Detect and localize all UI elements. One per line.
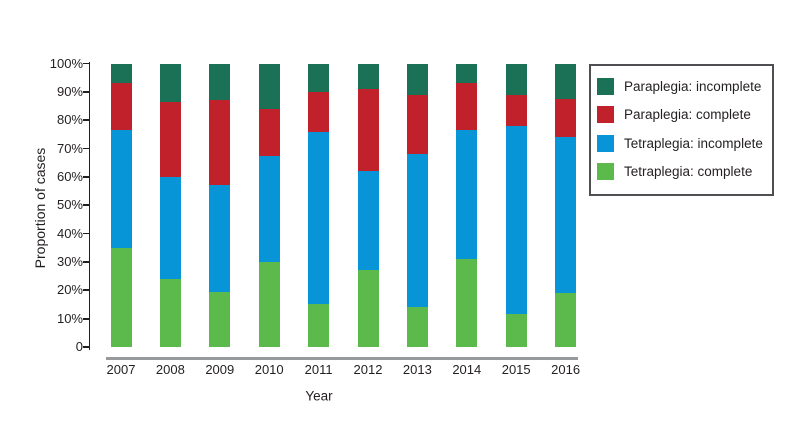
bar-segment-tetraplegia-incomplete — [258, 155, 280, 262]
bar-segment-tetraplegia-complete — [308, 304, 330, 347]
y-axis-tick-label: 80% — [56, 112, 83, 128]
bar-segment-paraplegia-incomplete — [110, 63, 132, 84]
x-axis-tick-label: 2015 — [501, 362, 531, 377]
y-axis-tick — [82, 261, 89, 263]
legend-swatch — [597, 77, 614, 95]
bar-2014 — [456, 63, 478, 347]
bar-segment-paraplegia-complete — [110, 83, 132, 131]
bar-segment-tetraplegia-complete — [505, 314, 527, 347]
bar-2011 — [308, 63, 330, 347]
y-axis-tick-label: 40% — [56, 225, 83, 241]
legend-item-label: Tetraplegia: complete — [624, 164, 753, 180]
bar-segment-paraplegia-complete — [209, 100, 231, 186]
y-axis-tick — [82, 204, 89, 207]
bar-segment-paraplegia-incomplete — [505, 63, 527, 95]
bar-segment-tetraplegia-complete — [555, 293, 577, 347]
bar-segment-tetraplegia-complete — [209, 291, 231, 347]
x-axis-tick-label: 2016 — [551, 362, 581, 377]
bar-2008 — [159, 63, 181, 347]
y-axis-tick-label: 70% — [56, 140, 83, 156]
bar-segment-tetraplegia-incomplete — [456, 130, 478, 260]
x-axis-tick-label: 2013 — [402, 362, 432, 377]
legend-item: Tetraplegia: incomplete — [591, 129, 772, 158]
legend-swatch — [597, 106, 614, 124]
y-axis-tick-label: 0 — [75, 339, 83, 354]
bar-2015 — [505, 63, 527, 347]
y-axis-tick — [82, 90, 89, 93]
bar-2012 — [357, 63, 379, 347]
legend: Paraplegia: incomplete Paraplegia: comple… — [589, 64, 774, 196]
bar-segment-tetraplegia-incomplete — [159, 176, 181, 279]
bar-segment-tetraplegia-incomplete — [555, 137, 577, 294]
legend-item: Paraplegia: incomplete — [591, 72, 772, 101]
bar-segment-tetraplegia-complete — [357, 270, 379, 347]
bar-2013 — [406, 63, 428, 347]
bar-segment-paraplegia-complete — [505, 94, 527, 126]
y-axis-tick-label: 60% — [56, 168, 83, 184]
bar-segment-paraplegia-incomplete — [456, 63, 478, 84]
bar-segment-paraplegia-incomplete — [258, 63, 280, 109]
x-axis-tick-label: 2014 — [452, 362, 482, 377]
bar-segment-paraplegia-complete — [258, 108, 280, 156]
bar-segment-paraplegia-incomplete — [406, 63, 428, 95]
bar-segment-paraplegia-complete — [555, 98, 577, 138]
bar-segment-tetraplegia-incomplete — [209, 185, 231, 292]
bar-2016 — [555, 63, 577, 347]
x-axis-tick-label: 2010 — [254, 362, 284, 377]
bar-segment-paraplegia-complete — [456, 83, 478, 131]
y-axis-tick — [82, 232, 89, 235]
legend-item: Paraplegia: complete — [591, 101, 772, 130]
y-axis-tick-label: 50% — [56, 197, 83, 213]
y-axis-tick — [82, 346, 89, 348]
bar-segment-paraplegia-complete — [159, 101, 181, 177]
bar-segment-tetraplegia-incomplete — [505, 125, 527, 315]
x-baseline — [106, 357, 578, 360]
bar-segment-tetraplegia-incomplete — [110, 130, 132, 248]
bar-2010 — [258, 63, 280, 347]
bar-segment-paraplegia-complete — [406, 94, 428, 155]
legend-swatch — [597, 134, 614, 152]
y-axis-tick-label: 10% — [56, 310, 83, 326]
y-axis-tick — [82, 119, 89, 122]
bar-segment-paraplegia-complete — [357, 89, 379, 172]
bar-segment-tetraplegia-complete — [456, 259, 478, 347]
y-axis-tick-label: 100% — [49, 55, 83, 71]
y-axis-tick-label: 30% — [56, 253, 83, 269]
legend-item-label: Tetraplegia: incomplete — [624, 135, 763, 151]
x-axis-tick-label: 2008 — [155, 362, 185, 377]
bar-segment-paraplegia-incomplete — [159, 63, 181, 102]
y-axis-tick-label: 20% — [56, 282, 83, 298]
bar-segment-tetraplegia-complete — [258, 261, 280, 347]
bar-segment-tetraplegia-complete — [110, 247, 132, 347]
legend-item-label: Paraplegia: complete — [624, 107, 751, 123]
bar-2009 — [209, 63, 231, 347]
bar-segment-paraplegia-incomplete — [308, 63, 330, 92]
bar-segment-paraplegia-incomplete — [209, 63, 231, 101]
x-axis-tick-label: 2009 — [205, 362, 235, 377]
x-axis-tick-label: 2007 — [106, 362, 136, 377]
bar-segment-tetraplegia-complete — [406, 307, 428, 347]
y-axis-tick — [82, 62, 89, 65]
y-axis-tick — [82, 147, 89, 150]
bar-segment-paraplegia-complete — [308, 91, 330, 132]
bar-segment-tetraplegia-incomplete — [308, 131, 330, 305]
bar-segment-tetraplegia-incomplete — [357, 171, 379, 271]
bar-segment-tetraplegia-incomplete — [406, 154, 428, 308]
bar-segment-paraplegia-incomplete — [555, 63, 577, 99]
y-axis-tick-label: 90% — [56, 83, 83, 99]
y-axis-line — [88, 62, 91, 350]
legend-item-label: Paraplegia: incomplete — [624, 78, 762, 94]
x-axis-tick-label: 2011 — [304, 362, 333, 377]
bar-segment-tetraplegia-complete — [159, 278, 181, 347]
y-axis-tick — [82, 176, 89, 178]
x-axis-title: Year — [305, 388, 333, 404]
bar-segment-paraplegia-incomplete — [357, 63, 379, 90]
x-axis-tick-label: 2012 — [353, 362, 383, 377]
legend-item: Tetraplegia: complete — [591, 158, 772, 187]
bar-2007 — [110, 63, 132, 347]
y-axis-tick — [82, 289, 89, 292]
legend-swatch — [597, 163, 614, 181]
y-axis-tick — [82, 317, 89, 320]
